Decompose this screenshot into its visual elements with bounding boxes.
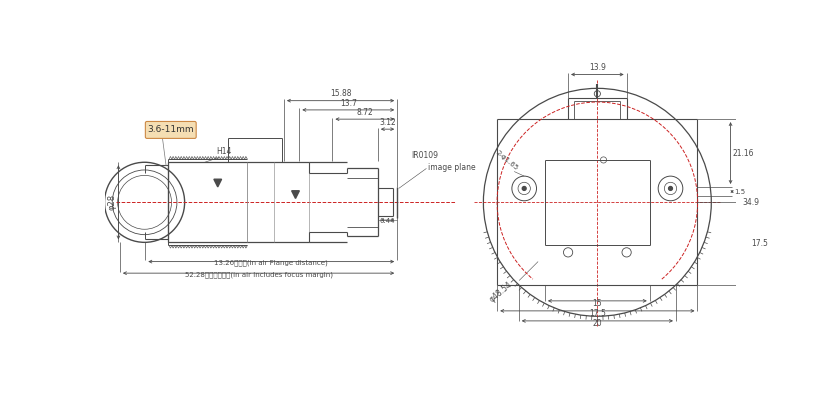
Text: 13.9: 13.9 [588,63,605,72]
Text: image plane: image plane [428,163,475,172]
Polygon shape [214,179,221,187]
Text: φ28: φ28 [107,194,116,210]
Text: IR0109: IR0109 [410,151,437,160]
Text: 3.6-11mm: 3.6-11mm [147,126,194,135]
Text: 3.12: 3.12 [378,118,396,127]
Text: 13.7: 13.7 [339,99,356,108]
Circle shape [522,187,526,190]
Text: 17.5: 17.5 [750,239,767,248]
Polygon shape [292,191,299,198]
Text: 13.26法兰距(in air Flange distance): 13.26法兰距(in air Flange distance) [214,260,328,266]
Text: 15.88: 15.88 [329,89,351,98]
Text: 17.5: 17.5 [588,309,605,318]
Circle shape [667,187,672,190]
Text: 0.44: 0.44 [379,218,395,224]
Text: 15: 15 [592,299,601,308]
Text: 21.16: 21.16 [732,148,753,157]
Text: 2-φ1.65: 2-φ1.65 [494,149,518,171]
Text: 8.72: 8.72 [356,108,373,117]
Text: 20: 20 [592,319,601,328]
FancyBboxPatch shape [145,121,196,138]
Text: 1.5: 1.5 [734,189,744,195]
Text: φ48.54: φ48.54 [487,280,514,304]
Text: 34.9: 34.9 [741,198,758,207]
Text: H14: H14 [216,147,231,156]
Text: 52.28包含对焦余量(in air Includes focus margin): 52.28包含对焦余量(in air Includes focus margin… [184,271,333,278]
